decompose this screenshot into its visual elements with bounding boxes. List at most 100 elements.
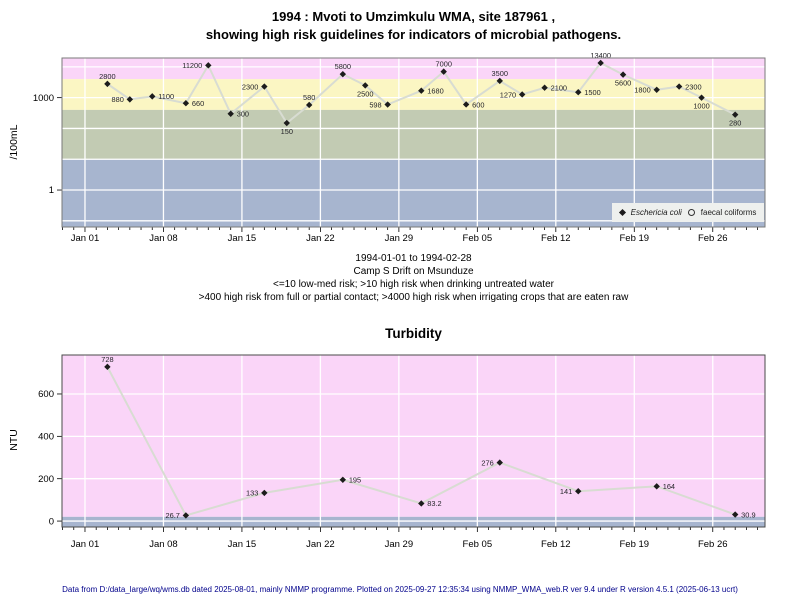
data-point <box>261 489 268 497</box>
x-tick-label: Feb 12 <box>541 539 571 550</box>
x-tick-label: Feb 19 <box>619 233 649 244</box>
data-point-label: 11200 <box>182 61 202 70</box>
data-point <box>619 71 627 78</box>
plot-border <box>61 354 766 528</box>
data-point <box>149 93 156 100</box>
data-point-label: 1680 <box>427 87 443 96</box>
risk-band <box>62 58 765 80</box>
data-point <box>496 459 503 466</box>
data-point-label: 276 <box>481 458 493 467</box>
x-tick-label: Jan 01 <box>71 233 100 244</box>
data-point-label: 133 <box>246 489 258 498</box>
risk-band <box>62 109 765 160</box>
data-point-label: 580 <box>303 93 315 102</box>
data-point <box>418 87 425 94</box>
data-point-label: 880 <box>111 95 123 104</box>
data-point <box>283 119 290 127</box>
caption-site-name: Camp S Drift on Msunduze <box>353 266 474 277</box>
figure-title: 1994 : Mvoti to Umzimkulu WMA, site 1879… <box>62 8 765 44</box>
risk-band <box>62 516 765 527</box>
legend-label-faecal-coliforms: faecal coliforms <box>700 208 757 217</box>
x-tick-label: Feb 05 <box>463 233 493 244</box>
data-point-label: 7000 <box>435 60 451 69</box>
caption-risk-line2: >400 high risk from full or partial cont… <box>198 292 629 303</box>
x-tick-label: Feb 12 <box>541 233 571 244</box>
x-tick-label: Jan 01 <box>71 539 100 550</box>
y-tick-label: 1000 <box>33 93 54 104</box>
data-point <box>575 89 582 96</box>
data-point <box>496 77 503 85</box>
data-point <box>418 500 425 507</box>
caption-date-range: 1994-01-01 to 1994-02-28 <box>355 253 472 264</box>
data-point-label: 660 <box>192 99 204 108</box>
data-point <box>261 83 268 90</box>
plot-border <box>61 57 766 228</box>
data-point-label: 141 <box>560 487 572 496</box>
data-point-label: 2100 <box>551 84 567 93</box>
x-tick-label: Feb 19 <box>619 539 649 550</box>
data-point <box>675 83 683 90</box>
x-tick-label: Feb 05 <box>463 539 493 550</box>
data-point-label: 728 <box>101 355 113 364</box>
data-point-label: 300 <box>237 110 249 119</box>
footer-provenance: Data from D:/data_large/wq/wms.db dated … <box>62 585 738 594</box>
filled-diamond-icon <box>618 208 626 217</box>
open-circle-icon <box>687 209 695 216</box>
caption-risk-line1: <=10 low-med risk; >10 high risk when dr… <box>273 279 554 290</box>
data-point-label: 195 <box>349 476 361 485</box>
y-tick-label: 200 <box>38 474 54 485</box>
data-point-label: 5600 <box>615 79 631 88</box>
data-point-label: 164 <box>663 482 675 491</box>
data-point-label: 598 <box>369 100 381 109</box>
data-point <box>462 101 470 108</box>
data-point-label: 30.9 <box>741 510 755 519</box>
legend-label-ecoli: Eschericia coli <box>630 208 682 217</box>
data-point-label: 150 <box>281 127 293 136</box>
data-point-label: 5800 <box>335 62 351 71</box>
x-tick-label: Jan 08 <box>149 539 178 550</box>
x-tick-label: Jan 22 <box>306 539 335 550</box>
turbidity-title: Turbidity <box>385 326 442 341</box>
data-point <box>339 476 347 483</box>
data-point-label: 1000 <box>693 102 709 111</box>
data-point <box>698 94 705 101</box>
data-point-label: 2500 <box>357 89 373 98</box>
x-tick-label: Jan 08 <box>149 233 178 244</box>
data-point-label: 13400 <box>590 51 611 60</box>
x-tick-label: Jan 29 <box>385 233 414 244</box>
x-tick-label: Feb 26 <box>698 539 728 550</box>
data-point <box>362 82 369 89</box>
data-point <box>597 59 604 67</box>
data-point-label: 600 <box>472 100 484 109</box>
data-point <box>104 363 111 371</box>
data-point <box>126 96 134 103</box>
x-tick-label: Jan 22 <box>306 233 335 244</box>
data-point <box>205 62 212 69</box>
data-point <box>518 91 526 98</box>
x-tick-label: Jan 15 <box>228 539 257 550</box>
data-point-label: 83.2 <box>427 499 441 508</box>
data-point-label: 1100 <box>158 92 174 101</box>
data-point <box>227 110 234 117</box>
data-point-label: 1500 <box>584 88 600 97</box>
data-point <box>440 68 447 75</box>
data-point <box>653 86 660 93</box>
data-point-label: 26.7 <box>165 511 179 520</box>
data-point <box>575 488 582 495</box>
data-point-label: 1800 <box>634 86 650 95</box>
data-point <box>182 512 190 519</box>
x-tick-label: Jan 15 <box>228 233 257 244</box>
data-point-label: 1270 <box>500 90 516 99</box>
x-tick-label: Jan 29 <box>385 539 414 550</box>
y-tick-label: 600 <box>38 389 54 400</box>
data-point-label: 2300 <box>242 82 258 91</box>
data-point <box>653 483 660 490</box>
data-point <box>182 100 190 107</box>
y-tick-label: 0 <box>49 516 54 527</box>
y-tick-label: 400 <box>38 432 54 443</box>
data-point <box>541 84 548 91</box>
data-point <box>339 70 347 78</box>
data-point-label: 3500 <box>492 69 508 78</box>
